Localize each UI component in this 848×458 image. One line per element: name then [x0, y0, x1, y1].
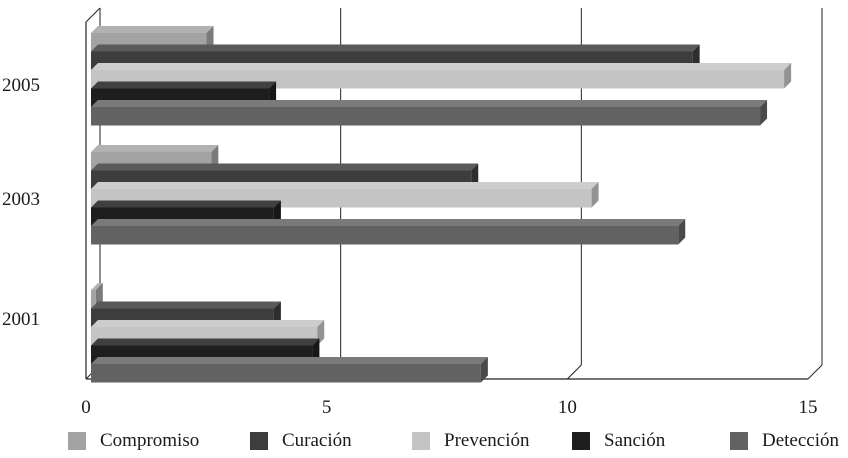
legend-label: Detección	[762, 430, 840, 451]
y-tick-label: 2005	[2, 75, 40, 96]
floor-tick-edge	[807, 364, 823, 380]
x-tick-label: 10	[558, 397, 577, 418]
bar	[91, 226, 679, 245]
bar-side-face	[678, 219, 686, 245]
y-tick-label: 2001	[2, 309, 40, 330]
bar-top-face	[91, 338, 320, 346]
x-tick-label: 15	[799, 397, 818, 418]
legend-label: Sanción	[604, 430, 666, 451]
y-tick-label: 2003	[2, 189, 40, 210]
legend-swatch	[68, 432, 86, 450]
bar-top-face	[91, 63, 792, 70]
legend-item: Detección	[730, 430, 839, 452]
legend-item: Prevención	[412, 430, 529, 452]
bar-top-face	[91, 145, 219, 152]
bar-chart: 0 5 10 15 2005 2003 2001	[2, 7, 823, 418]
bar	[91, 107, 761, 126]
x-tick-label: 5	[322, 397, 332, 418]
legend-item: Compromiso	[68, 430, 199, 452]
legend-swatch	[572, 432, 590, 450]
legend-label: Compromiso	[100, 430, 200, 451]
chart-legend: Compromiso Curación Prevención Sanción Detec…	[0, 430, 848, 456]
legend-swatch	[730, 432, 748, 450]
bar-top-face	[91, 357, 488, 364]
bar-side-face	[784, 63, 792, 89]
x-tick-label: 0	[81, 397, 91, 418]
bar-top-face	[91, 283, 103, 290]
bar-top-face	[91, 163, 479, 171]
legend-item: Curación	[250, 430, 352, 452]
bar-top-face	[91, 44, 700, 52]
bar-side-face	[480, 357, 488, 383]
legend-swatch	[250, 432, 268, 450]
bar-top-face	[91, 26, 214, 33]
legend-label: Curación	[282, 430, 352, 451]
bar-top-face	[91, 320, 325, 327]
bar	[91, 290, 96, 309]
legend-item: Sanción	[572, 430, 665, 452]
bar-top-face	[91, 182, 599, 189]
bar-top-face	[91, 219, 686, 226]
bar-top-face	[91, 100, 768, 107]
bar-top-face	[91, 200, 281, 208]
bar-side-face	[760, 100, 768, 126]
legend-label: Prevención	[444, 430, 530, 451]
bar-top-face	[91, 301, 281, 309]
wall-top-edge	[85, 7, 101, 23]
bar-top-face	[91, 81, 277, 89]
bar-side-face	[591, 182, 599, 208]
legend-swatch	[412, 432, 430, 450]
bar	[91, 364, 481, 383]
floor-tick-edge	[566, 364, 582, 380]
